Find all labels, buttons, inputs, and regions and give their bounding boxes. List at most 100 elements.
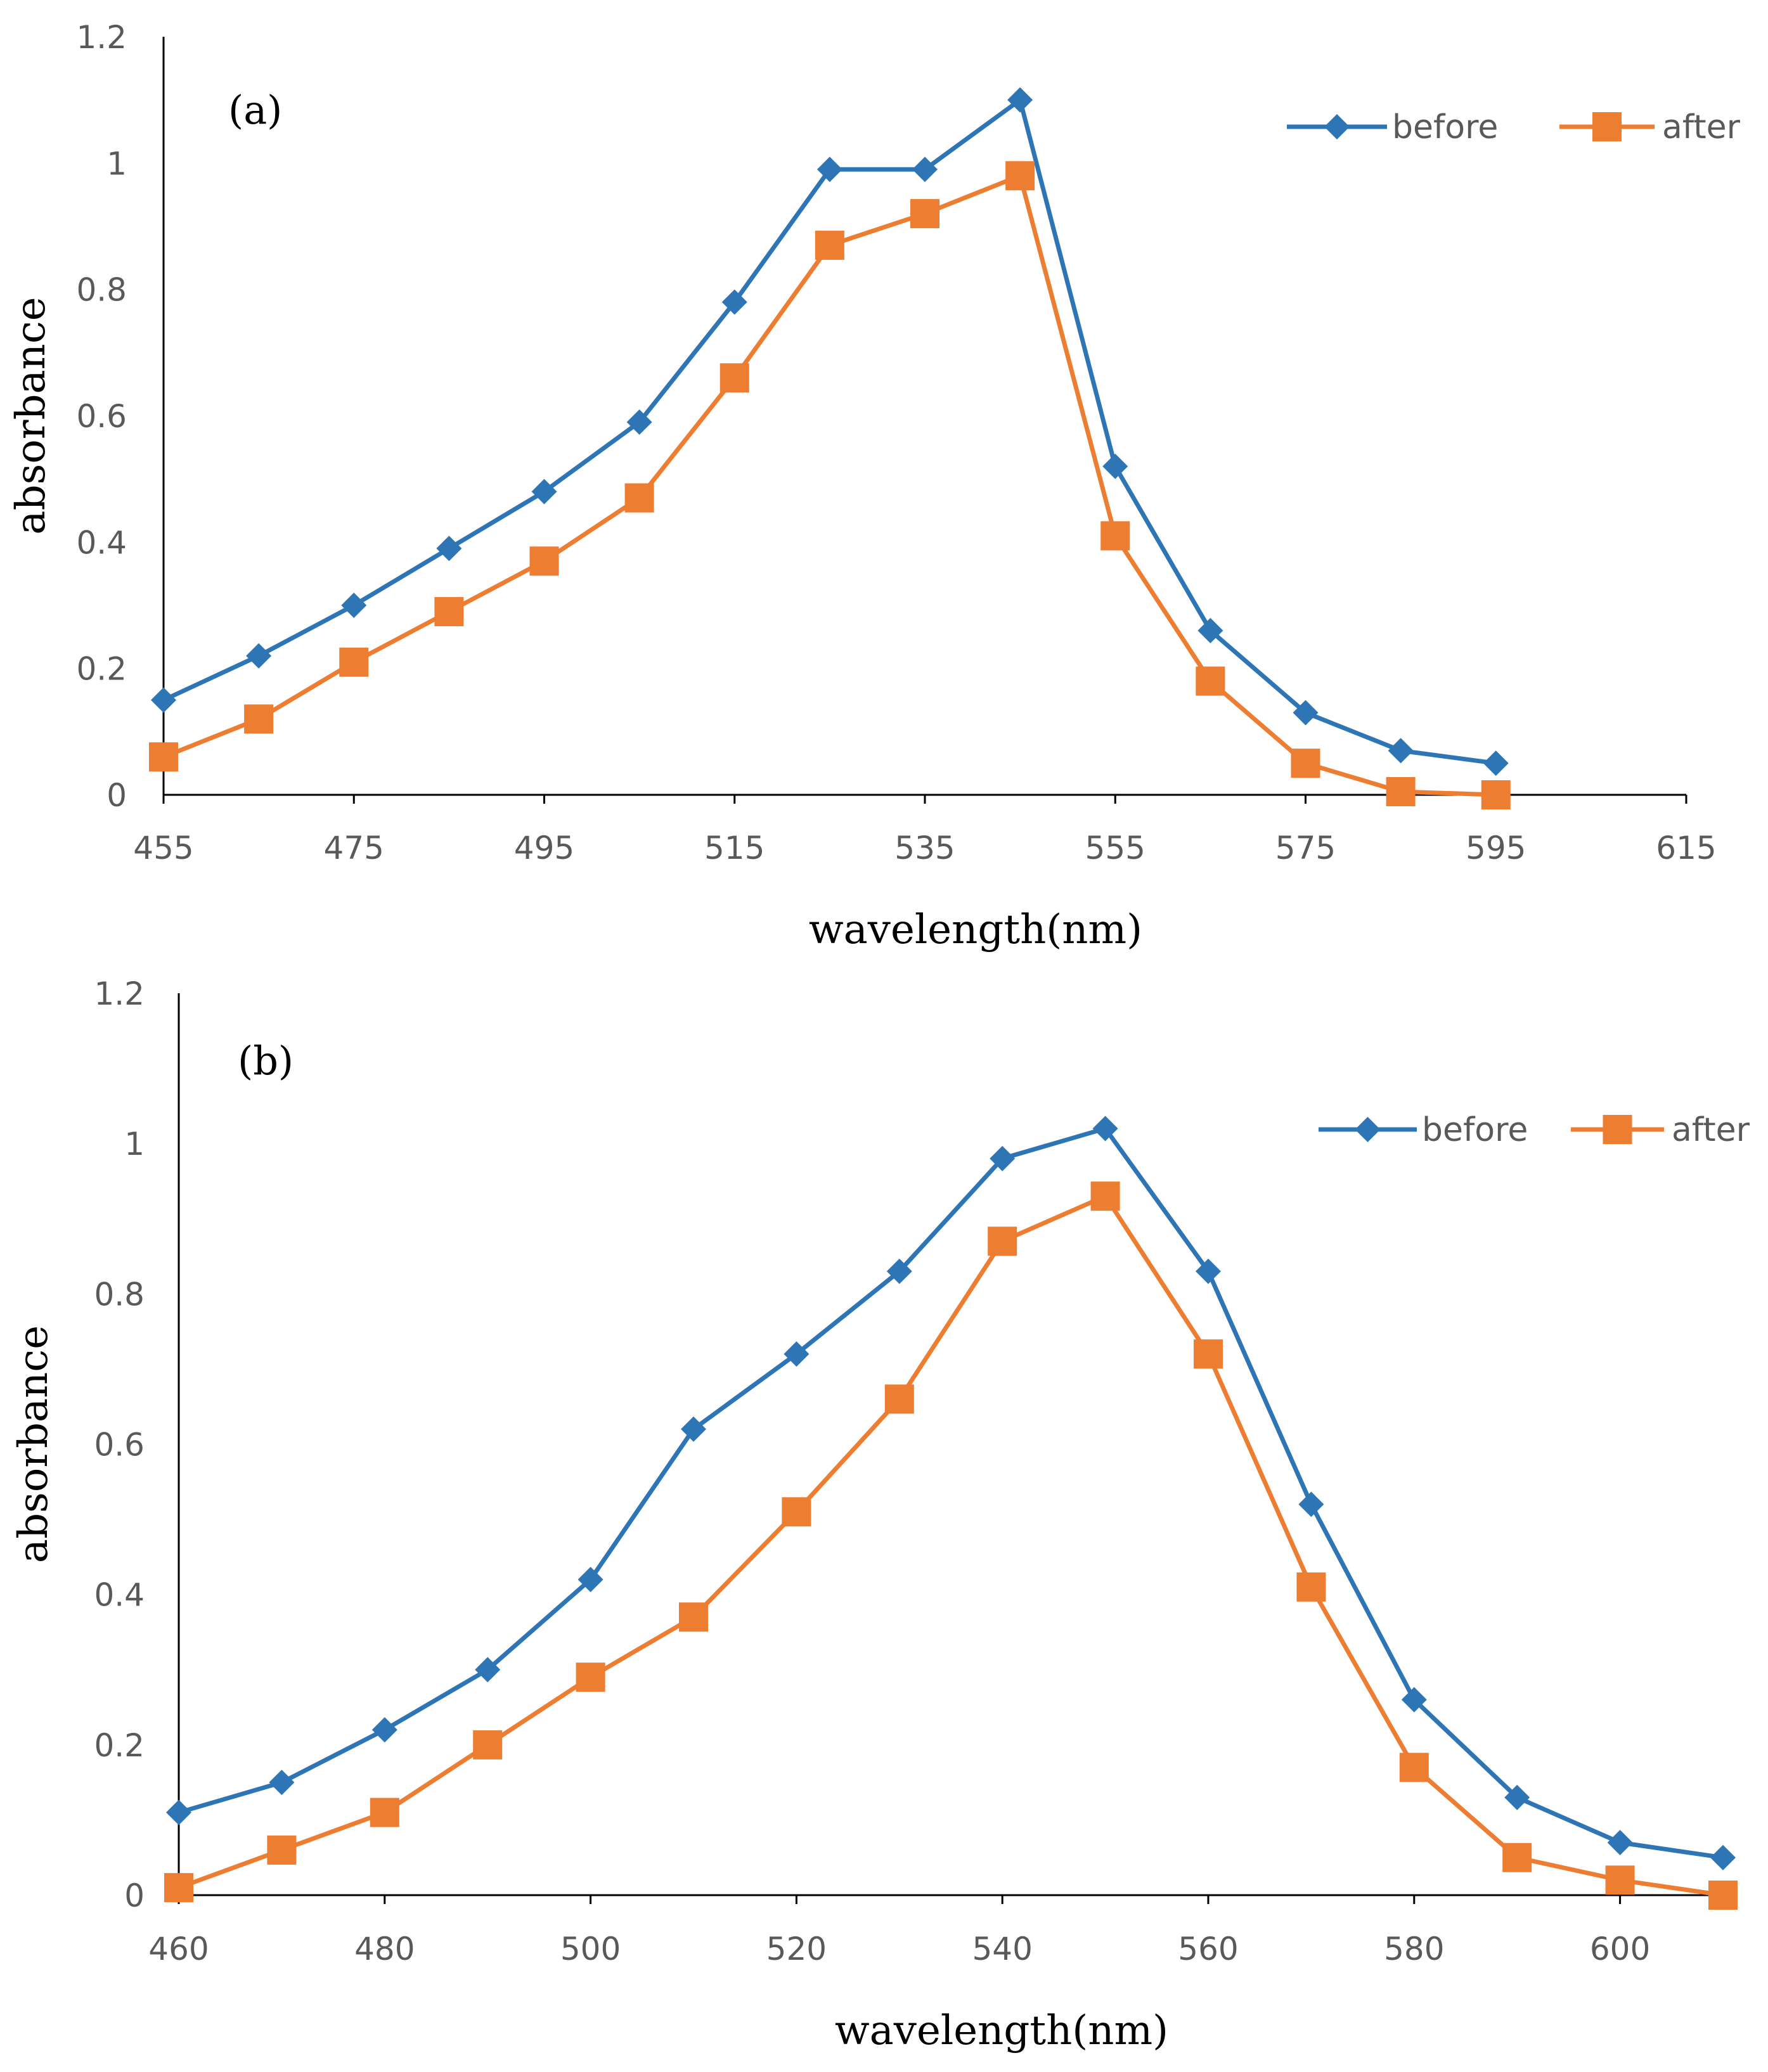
data-point-after — [624, 483, 654, 513]
data-point-before — [1710, 1844, 1736, 1870]
legend-label-before: before — [1422, 1111, 1528, 1149]
chart-panel-a: 455 475 495 515 535 555 575 595 615 0 0.2 0.4 0.6 0.8… — [8, 19, 1741, 953]
legend-label-before: before — [1392, 108, 1498, 146]
data-point-before — [269, 1770, 295, 1796]
x-tick-label: 540 — [972, 1931, 1032, 1967]
legend-marker-after — [1592, 112, 1622, 141]
data-point-before — [681, 1416, 706, 1442]
data-point-after — [1090, 1181, 1120, 1211]
data-point-after — [1399, 1753, 1429, 1782]
data-point-before — [1401, 1687, 1427, 1713]
x-tick-label: 600 — [1590, 1931, 1650, 1967]
data-point-before — [1293, 700, 1319, 726]
panel-label-b: (b) — [238, 1038, 294, 1084]
x-tick-label: 475 — [324, 830, 384, 866]
data-point-before — [151, 687, 176, 713]
data-point-before — [1388, 738, 1414, 764]
y-tick-label: 0.4 — [94, 1577, 145, 1614]
data-point-before — [1298, 1491, 1324, 1517]
series-before — [166, 1116, 1736, 1870]
data-point-before — [531, 479, 557, 505]
data-point-after — [164, 1873, 193, 1903]
data-point-after — [473, 1730, 503, 1760]
y-axis-title: absorbance — [10, 1325, 57, 1563]
data-point-after — [1296, 1572, 1326, 1602]
x-tick-label: 455 — [133, 830, 193, 866]
data-point-after — [679, 1602, 708, 1632]
data-point-after — [1708, 1881, 1738, 1910]
x-tick-label: 495 — [514, 830, 574, 866]
y-tick-label: 0.6 — [94, 1427, 145, 1464]
x-tick-label: 535 — [894, 830, 955, 866]
data-point-before — [166, 1799, 191, 1825]
y-axis-title: absorbance — [8, 297, 55, 534]
data-point-after — [1005, 161, 1035, 191]
x-tick-label: 515 — [704, 830, 765, 866]
data-point-before — [1197, 617, 1223, 643]
data-point-after — [529, 546, 559, 576]
x-tick-label: 460 — [148, 1931, 209, 1967]
series-before — [151, 87, 1509, 776]
x-tick-label: 555 — [1085, 830, 1145, 866]
series-line-before — [176, 1126, 1726, 1860]
data-point-after — [149, 742, 178, 772]
y-tick-label: 0.2 — [76, 651, 127, 688]
x-tick-label: 480 — [354, 1931, 415, 1967]
legend-marker-before — [1324, 114, 1350, 139]
data-point-after — [267, 1835, 297, 1865]
x-tick-label: 520 — [766, 1931, 827, 1967]
data-point-after — [339, 647, 369, 677]
legend: before after — [1319, 1111, 1750, 1149]
data-point-before — [578, 1566, 603, 1592]
legend-label-after: after — [1672, 1111, 1750, 1149]
data-point-before — [341, 593, 367, 618]
data-point-after — [884, 1384, 914, 1414]
y-tick-label: 0 — [124, 1877, 145, 1914]
x-tick-label: 580 — [1384, 1931, 1444, 1967]
data-point-after — [988, 1226, 1017, 1256]
y-tick-label: 0 — [106, 777, 127, 814]
data-point-after — [1194, 1339, 1223, 1369]
y-tick-label: 0.4 — [76, 524, 127, 561]
y-tick-label: 0.8 — [94, 1276, 145, 1313]
legend-label-after: after — [1662, 108, 1741, 146]
data-point-before — [1196, 1258, 1221, 1284]
data-point-after — [1291, 749, 1320, 778]
data-point-before — [886, 1258, 912, 1284]
x-axis-title: wavelength(nm) — [809, 906, 1142, 953]
series-after — [149, 161, 1511, 809]
x-tick-label: 500 — [560, 1931, 621, 1967]
y-tick-label: 1 — [124, 1126, 145, 1162]
data-point-after — [1196, 666, 1225, 696]
x-tick-label: 575 — [1275, 830, 1336, 866]
data-point-before — [721, 289, 747, 315]
panel-label-a: (a) — [228, 87, 282, 133]
data-point-before — [1102, 453, 1128, 479]
data-point-before — [1607, 1829, 1633, 1855]
series-after — [164, 1181, 1738, 1910]
data-point-after — [910, 199, 939, 229]
legend-marker-before — [1355, 1117, 1381, 1142]
data-point-before — [475, 1657, 501, 1683]
data-point-before — [436, 536, 462, 562]
y-tick-label: 0.2 — [94, 1727, 145, 1764]
x-tick-label: 560 — [1178, 1931, 1238, 1967]
y-tick-label: 1 — [106, 145, 127, 182]
data-point-after — [1605, 1865, 1635, 1895]
y-tick-label: 1.2 — [94, 975, 145, 1012]
data-point-after — [782, 1497, 811, 1527]
x-tick-label: 595 — [1466, 830, 1526, 866]
chart-panel-b: 460 480 500 520 540 560 580 600 0 0.2 0.4 0.6 0.8 1 1.… — [10, 975, 1750, 2054]
legend: before after — [1287, 108, 1741, 146]
x-axis-title: wavelength(nm) — [835, 2007, 1168, 2054]
data-point-before — [912, 157, 938, 183]
data-point-before — [816, 157, 842, 183]
data-point-after — [719, 363, 749, 393]
data-point-after — [1481, 780, 1511, 809]
data-point-after — [1502, 1843, 1532, 1872]
data-point-before — [1504, 1784, 1530, 1810]
legend-marker-after — [1603, 1115, 1632, 1144]
data-point-after — [434, 596, 464, 626]
data-point-after — [815, 230, 844, 260]
